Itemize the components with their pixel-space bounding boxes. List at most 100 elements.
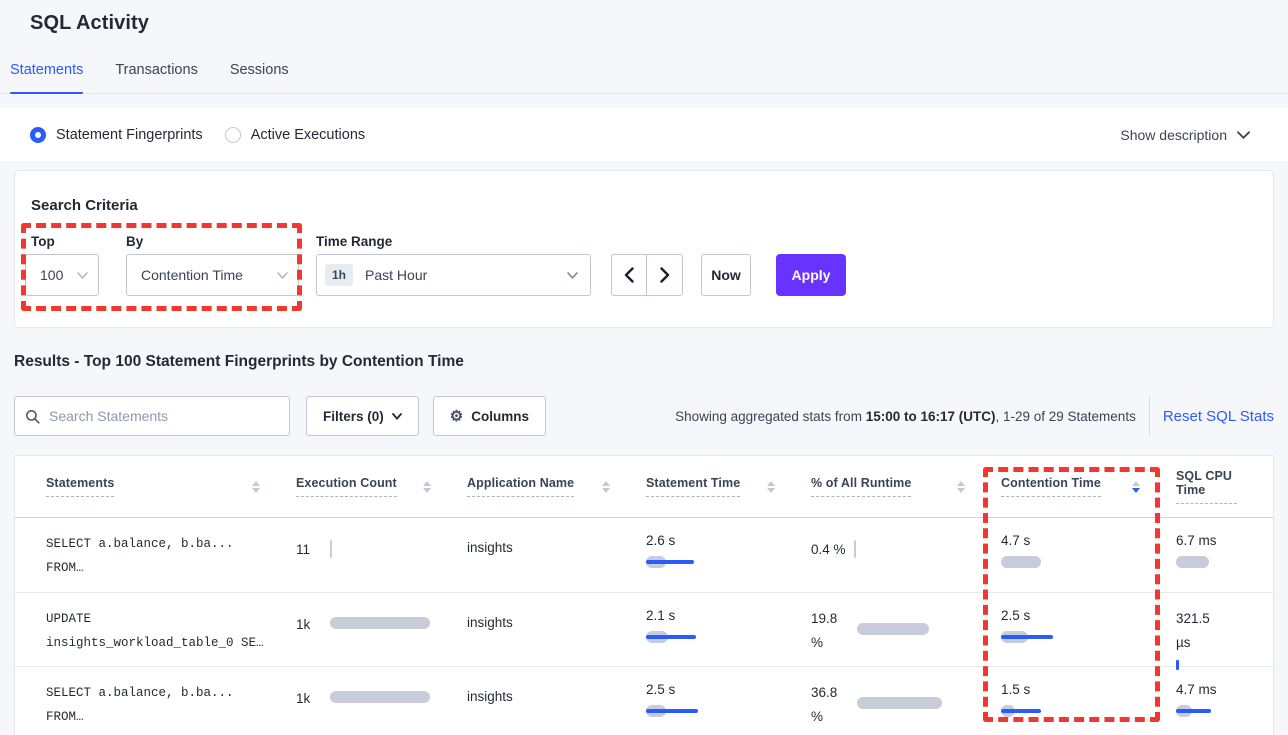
column-header-label: Contention Time [1001, 476, 1101, 497]
sort-icon[interactable] [767, 480, 775, 493]
sql-line: UPDATE [46, 612, 92, 626]
column-header-execution-count[interactable]: Execution Count [296, 476, 467, 497]
table-row: SELECT a.balance, b.ba... FROM… 11 insights… [15, 518, 1273, 593]
metric-label: 2.5 s [1001, 608, 1031, 623]
statement-fingerprint-link[interactable]: SELECT a.balance, b.ba... FROM… [46, 532, 282, 580]
aggregated-stats-text: Showing aggregated stats from 15:00 to 1… [675, 409, 1136, 424]
table-header-row: Statements Execution Count Application Nam… [15, 456, 1273, 518]
metric-value: 2.6 s [646, 532, 797, 570]
metric-value: 36.8 % [811, 681, 987, 729]
radio-label: Active Executions [250, 127, 366, 143]
bar-chart [1176, 703, 1259, 719]
reset-sql-stats-link[interactable]: Reset SQL Stats [1162, 407, 1274, 425]
page-title: SQL Activity [30, 12, 150, 34]
column-header-contention-time[interactable]: Contention Time [1001, 476, 1176, 497]
statement-fingerprint-link[interactable]: SELECT a.balance, b.ba... FROM… [46, 681, 282, 729]
next-time-range-button[interactable] [647, 255, 682, 295]
show-description-label: Show description [1120, 127, 1227, 143]
cell-statement-time: 2.1 s [646, 593, 811, 673]
cell-execution-count: 1k [296, 667, 467, 735]
metric-value: 1k [296, 689, 453, 707]
sort-icon[interactable] [957, 480, 965, 493]
sort-icon[interactable] [423, 480, 431, 493]
view-toggle-strip: Statement Fingerprints Active Executions… [0, 108, 1288, 163]
radio-label: Statement Fingerprints [56, 127, 203, 143]
metric-label: 4.7 ms [1176, 682, 1217, 697]
column-header-statements[interactable]: Statements [46, 476, 296, 497]
metric-label: 11 [296, 541, 311, 557]
cell-statement[interactable]: SELECT a.balance, b.ba... FROM… [46, 667, 296, 735]
by-select-value: Contention Time [141, 267, 243, 283]
column-header-label: % of All Runtime [811, 476, 912, 497]
table-row: UPDATE insights_workload_table_0 SE… 1k ins… [15, 593, 1273, 670]
cell-execution-count: 11 [296, 518, 467, 592]
radio-selected-icon[interactable] [30, 127, 46, 143]
radio-active-executions[interactable]: Active Executions [224, 127, 366, 143]
search-statements-input[interactable] [49, 408, 279, 424]
time-range-select[interactable]: 1h Past Hour [316, 254, 591, 296]
bar-chart [646, 554, 797, 570]
results-toolbar: Filters (0) ⚙ Columns Showing aggregated… [14, 396, 1274, 436]
by-select[interactable]: Contention Time [126, 254, 299, 296]
metric-label: 2.1 s [646, 608, 676, 623]
previous-time-range-button[interactable] [612, 255, 647, 295]
search-statements-box[interactable] [14, 396, 290, 436]
top-label: Top [31, 234, 55, 249]
bar-chart [330, 540, 453, 558]
cell-statement-time: 2.6 s [646, 518, 811, 592]
cell-statement[interactable]: UPDATE insights_workload_table_0 SE… [46, 593, 296, 673]
tab-statements[interactable]: Statements [10, 58, 84, 94]
bar-chart [857, 621, 987, 637]
column-header-application-name[interactable]: Application Name [467, 476, 646, 497]
bar-chart [330, 615, 453, 633]
metric-label: 2.5 s [646, 682, 676, 697]
tab-transactions[interactable]: Transactions [115, 62, 198, 78]
bar-blue [646, 709, 698, 713]
column-header-statement-time[interactable]: Statement Time [646, 476, 811, 497]
metric-label: 4.7 s [1001, 533, 1031, 548]
sort-up-arrow [767, 480, 775, 486]
apply-button[interactable]: Apply [776, 254, 846, 296]
column-header-sql-cpu-time[interactable]: SQL CPU Time [1176, 469, 1273, 504]
radio-unselected-icon[interactable] [224, 127, 241, 143]
metric-value: 6.7 ms [1176, 532, 1259, 570]
bar-gray [1001, 556, 1041, 568]
filters-button[interactable]: Filters (0) [306, 396, 419, 436]
sort-icon[interactable] [602, 480, 610, 493]
bar-blue [1001, 709, 1041, 713]
chevron-down-icon [1237, 131, 1250, 139]
cell-pct-runtime: 19.8 % [811, 593, 1001, 673]
top-select[interactable]: 100 [25, 254, 99, 296]
time-range-value: Past Hour [365, 267, 428, 283]
sort-down-arrow [767, 487, 775, 493]
cell-statement[interactable]: SELECT a.balance, b.ba... FROM… [46, 518, 296, 592]
now-button[interactable]: Now [701, 254, 751, 296]
columns-button[interactable]: ⚙ Columns [432, 396, 546, 436]
sort-up-arrow [252, 480, 260, 486]
time-range-label: Time Range [316, 234, 393, 249]
bar-chart [1001, 554, 1162, 570]
stats-range: 15:00 to 16:17 (UTC) [865, 408, 996, 424]
bar-gray [330, 691, 430, 703]
column-header-of-all-runtime[interactable]: % of All Runtime [811, 476, 1001, 497]
bar-chart [1176, 657, 1259, 673]
sort-down-arrow [1132, 487, 1140, 493]
bar-chart [1176, 554, 1259, 570]
show-description-toggle[interactable]: Show description [1120, 127, 1250, 143]
cell-application-name: insights [467, 615, 513, 630]
sql-line: FROM… [46, 710, 84, 724]
statement-fingerprint-link[interactable]: UPDATE insights_workload_table_0 SE… [46, 607, 282, 655]
radio-statement-fingerprints[interactable]: Statement Fingerprints [30, 127, 203, 143]
tab-sessions[interactable]: Sessions [229, 62, 289, 78]
table-row: SELECT a.balance, b.ba... FROM… 1k insights… [15, 667, 1273, 735]
sort-icon[interactable] [252, 480, 260, 493]
sql-line: insights_workload_table_0 SE… [46, 636, 264, 650]
bar-gray [857, 697, 942, 709]
sort-icon[interactable] [1132, 480, 1140, 493]
metric-value: 4.7 s [1001, 532, 1162, 570]
bar-blue [1176, 709, 1211, 713]
by-label: By [126, 234, 144, 249]
chevron-down-icon [567, 271, 578, 279]
metric-label: 1k [296, 616, 311, 632]
